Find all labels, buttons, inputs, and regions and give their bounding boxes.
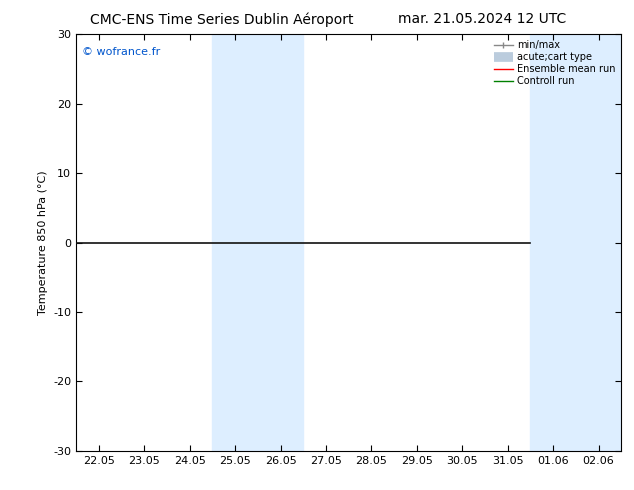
Legend: min/max, acute;cart type, Ensemble mean run, Controll run: min/max, acute;cart type, Ensemble mean … xyxy=(489,36,619,90)
Bar xyxy=(212,34,303,451)
Bar xyxy=(531,34,621,451)
Y-axis label: Temperature 850 hPa (°C): Temperature 850 hPa (°C) xyxy=(37,170,48,315)
Text: © wofrance.fr: © wofrance.fr xyxy=(82,47,160,57)
Text: mar. 21.05.2024 12 UTC: mar. 21.05.2024 12 UTC xyxy=(398,12,566,26)
Text: CMC-ENS Time Series Dublin Aéroport: CMC-ENS Time Series Dublin Aéroport xyxy=(90,12,354,27)
